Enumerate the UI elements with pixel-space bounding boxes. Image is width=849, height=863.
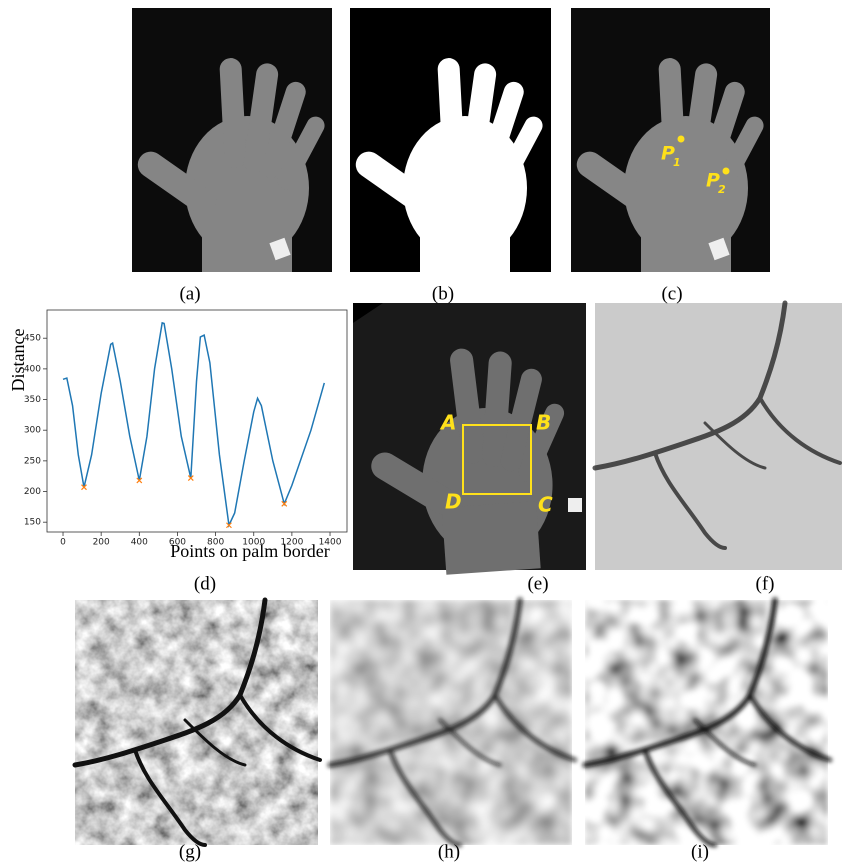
x-tick-label: 200 bbox=[93, 538, 110, 548]
y-tick-label: 350 bbox=[24, 395, 41, 405]
x-tick-label: 400 bbox=[131, 538, 148, 548]
x-tick-label: 1400 bbox=[319, 538, 342, 548]
figure: P 1 P 2 A B C D (a) (b) (c) (d) (e) (f) … bbox=[0, 0, 849, 863]
annotation-subscript: 1 bbox=[673, 156, 681, 169]
y-tick-label: 150 bbox=[24, 518, 41, 528]
caption: (d) bbox=[194, 573, 216, 594]
y-tick-label: 200 bbox=[24, 487, 41, 497]
x-tick-label: 0 bbox=[60, 538, 66, 548]
y-tick-label: 250 bbox=[24, 456, 41, 466]
caption: (b) bbox=[432, 283, 454, 304]
image-g bbox=[75, 600, 320, 845]
caption: (g) bbox=[179, 841, 201, 862]
annotation: D bbox=[445, 490, 462, 514]
image-e: A B C D bbox=[353, 303, 586, 580]
image-h bbox=[330, 600, 575, 845]
y-tick-label: 300 bbox=[24, 426, 41, 436]
image-b bbox=[350, 8, 551, 272]
image-i bbox=[585, 600, 830, 845]
x-tick-label: 800 bbox=[207, 538, 224, 548]
y-tick-label: 450 bbox=[24, 334, 41, 344]
caption: (e) bbox=[527, 573, 548, 594]
x-tick-label: 600 bbox=[169, 538, 186, 548]
annotation: A bbox=[439, 411, 456, 435]
caption: (a) bbox=[179, 283, 200, 304]
image-a bbox=[132, 8, 332, 272]
annotation: B bbox=[536, 411, 551, 435]
x-tick-label: 1200 bbox=[280, 538, 303, 548]
image-c: P 1 P 2 bbox=[571, 8, 770, 272]
x-tick-label: 1000 bbox=[242, 538, 265, 548]
caption: (i) bbox=[691, 841, 709, 862]
caption: (c) bbox=[661, 283, 682, 304]
annotation: C bbox=[538, 493, 553, 517]
y-tick-label: 400 bbox=[24, 364, 41, 374]
caption: (f) bbox=[756, 573, 775, 594]
caption: (h) bbox=[438, 841, 460, 862]
annotation-subscript: 2 bbox=[718, 183, 726, 196]
image-f bbox=[595, 303, 842, 570]
